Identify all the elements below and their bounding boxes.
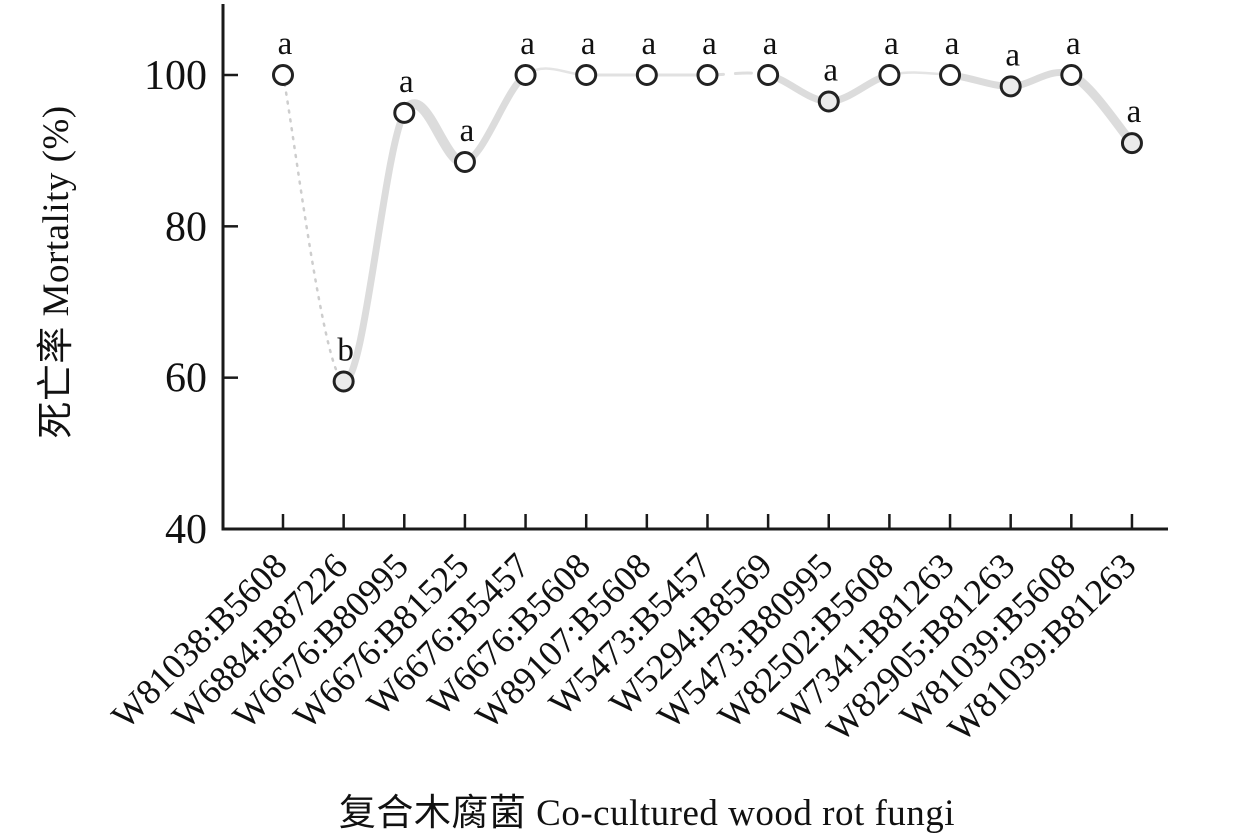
data-point-marker	[1060, 64, 1083, 86]
sig-letter: a	[823, 52, 838, 88]
sig-letter: a	[460, 113, 475, 149]
data-point-marker	[939, 64, 962, 86]
data-point-marker	[757, 64, 780, 86]
data-point-marker	[999, 75, 1022, 98]
sig-letter: b	[337, 332, 354, 368]
data-point-marker	[332, 370, 355, 393]
x-axis-title: 复合木腐菌 Co-cultured wood rot fungi	[338, 793, 956, 834]
series-band-segment	[1066, 70, 1137, 148]
sig-letter: a	[702, 26, 717, 62]
sig-letter: a	[1127, 94, 1142, 130]
y-tick-label: 80	[165, 204, 207, 250]
data-point-marker	[817, 90, 840, 113]
data-point-marker	[453, 151, 476, 174]
data-point-marker	[575, 64, 598, 86]
data-point-marker	[272, 64, 294, 86]
data-point-marker	[878, 64, 901, 86]
y-tick-label: 40	[165, 507, 207, 553]
sig-letter: a	[884, 26, 899, 62]
sig-letter: a	[945, 26, 960, 62]
sig-letter: a	[399, 64, 414, 100]
sig-letter: a	[581, 26, 596, 62]
y-axis-title: 死亡率 Mortality (%)	[36, 105, 77, 439]
y-tick-label: 60	[165, 356, 207, 402]
sig-letter: a	[278, 26, 293, 62]
axis-frame	[221, 4, 1168, 531]
data-point-marker	[696, 64, 719, 86]
data-point-marker	[635, 64, 658, 86]
sig-letter: a	[642, 26, 657, 62]
data-point-marker	[393, 101, 416, 124]
sig-letter: a	[1066, 26, 1081, 62]
sig-letter: a	[1005, 37, 1020, 73]
series-band-segment	[340, 109, 408, 385]
data-point-marker	[514, 64, 537, 86]
y-tick-label: 100	[144, 53, 207, 99]
sig-letter: a	[763, 26, 778, 62]
series-band-segment	[281, 73, 345, 383]
data-point-marker	[1120, 132, 1143, 155]
sig-letter: a	[520, 26, 535, 62]
